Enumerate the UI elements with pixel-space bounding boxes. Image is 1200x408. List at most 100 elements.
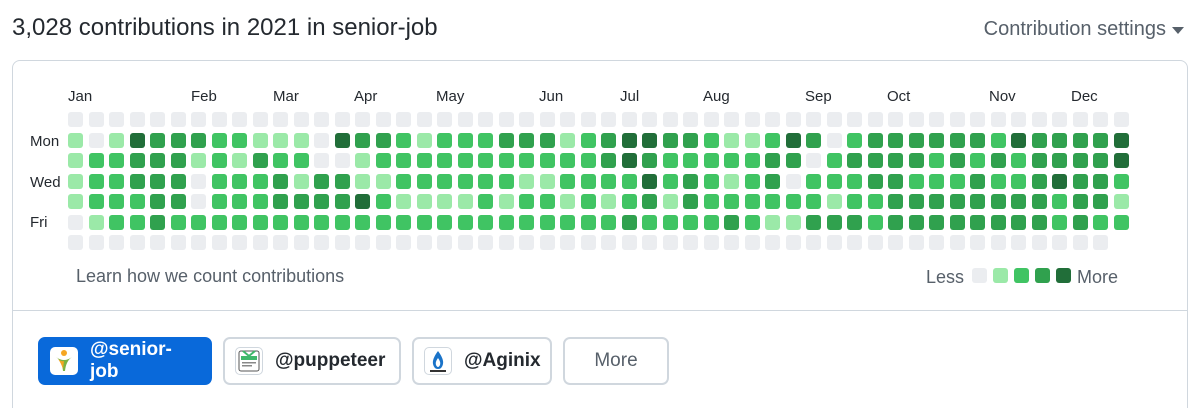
contribution-day-cell[interactable] bbox=[129, 214, 145, 230]
contribution-day-cell[interactable] bbox=[642, 132, 657, 148]
contribution-day-cell[interactable] bbox=[949, 153, 965, 168]
contribution-day-cell[interactable] bbox=[601, 235, 616, 250]
contribution-day-cell[interactable] bbox=[806, 194, 821, 209]
contribution-day-cell[interactable] bbox=[642, 112, 657, 127]
contribution-day-cell[interactable] bbox=[724, 153, 739, 168]
contribution-day-cell[interactable] bbox=[683, 214, 698, 230]
contribution-day-cell[interactable] bbox=[232, 132, 247, 148]
contribution-day-cell[interactable] bbox=[888, 235, 903, 250]
contribution-day-cell[interactable] bbox=[314, 132, 329, 148]
contribution-day-cell[interactable] bbox=[416, 132, 432, 148]
contribution-day-cell[interactable] bbox=[785, 214, 801, 230]
contribution-day-cell[interactable] bbox=[990, 153, 1006, 168]
contribution-day-cell[interactable] bbox=[170, 235, 186, 250]
contribution-day-cell[interactable] bbox=[478, 173, 493, 189]
contribution-day-cell[interactable] bbox=[642, 153, 657, 168]
contribution-day-cell[interactable] bbox=[498, 214, 514, 230]
contribution-day-cell[interactable] bbox=[416, 214, 432, 230]
contribution-day-cell[interactable] bbox=[662, 132, 678, 148]
contribution-day-cell[interactable] bbox=[1072, 173, 1088, 189]
contribution-day-cell[interactable] bbox=[498, 112, 514, 127]
more-orgs-button[interactable]: More bbox=[563, 337, 669, 385]
contribution-day-cell[interactable] bbox=[806, 112, 821, 127]
contribution-day-cell[interactable] bbox=[68, 194, 83, 209]
contribution-day-cell[interactable] bbox=[970, 132, 985, 148]
contribution-day-cell[interactable] bbox=[1031, 173, 1047, 189]
contribution-day-cell[interactable] bbox=[765, 173, 780, 189]
contribution-day-cell[interactable] bbox=[1072, 112, 1088, 127]
contribution-day-cell[interactable] bbox=[498, 194, 514, 209]
contribution-day-cell[interactable] bbox=[703, 235, 719, 250]
contribution-day-cell[interactable] bbox=[1031, 112, 1047, 127]
contribution-day-cell[interactable] bbox=[396, 153, 411, 168]
contribution-day-cell[interactable] bbox=[580, 132, 596, 148]
contribution-day-cell[interactable] bbox=[949, 112, 965, 127]
contribution-day-cell[interactable] bbox=[375, 235, 391, 250]
contribution-day-cell[interactable] bbox=[601, 173, 616, 189]
contribution-day-cell[interactable] bbox=[765, 214, 780, 230]
contribution-day-cell[interactable] bbox=[109, 214, 124, 230]
contribution-day-cell[interactable] bbox=[109, 112, 124, 127]
contribution-day-cell[interactable] bbox=[990, 214, 1006, 230]
contribution-day-cell[interactable] bbox=[1052, 173, 1067, 189]
contribution-day-cell[interactable] bbox=[580, 153, 596, 168]
contribution-day-cell[interactable] bbox=[273, 173, 288, 189]
contribution-day-cell[interactable] bbox=[355, 132, 370, 148]
contribution-day-cell[interactable] bbox=[703, 153, 719, 168]
contribution-day-cell[interactable] bbox=[1052, 235, 1067, 250]
contribution-day-cell[interactable] bbox=[1093, 153, 1108, 168]
contribution-day-cell[interactable] bbox=[867, 112, 883, 127]
contribution-day-cell[interactable] bbox=[683, 173, 698, 189]
contribution-day-cell[interactable] bbox=[88, 235, 104, 250]
contribution-day-cell[interactable] bbox=[211, 153, 227, 168]
contribution-day-cell[interactable] bbox=[847, 235, 862, 250]
contribution-day-cell[interactable] bbox=[191, 194, 206, 209]
contribution-day-cell[interactable] bbox=[744, 153, 760, 168]
contribution-day-cell[interactable] bbox=[68, 153, 83, 168]
contribution-day-cell[interactable] bbox=[621, 235, 637, 250]
contribution-day-cell[interactable] bbox=[560, 112, 575, 127]
contribution-day-cell[interactable] bbox=[560, 173, 575, 189]
contribution-day-cell[interactable] bbox=[765, 112, 780, 127]
contribution-day-cell[interactable] bbox=[580, 214, 596, 230]
contribution-day-cell[interactable] bbox=[662, 194, 678, 209]
contribution-day-cell[interactable] bbox=[68, 132, 83, 148]
contribution-day-cell[interactable] bbox=[1052, 214, 1067, 230]
contribution-day-cell[interactable] bbox=[970, 214, 985, 230]
contribution-day-cell[interactable] bbox=[211, 173, 227, 189]
contribution-day-cell[interactable] bbox=[785, 132, 801, 148]
contribution-day-cell[interactable] bbox=[621, 132, 637, 148]
contribution-day-cell[interactable] bbox=[642, 235, 657, 250]
contribution-day-cell[interactable] bbox=[1093, 112, 1108, 127]
contribution-day-cell[interactable] bbox=[888, 112, 903, 127]
contribution-day-cell[interactable] bbox=[806, 173, 821, 189]
contribution-day-cell[interactable] bbox=[1113, 112, 1129, 127]
contribution-day-cell[interactable] bbox=[293, 153, 309, 168]
contribution-day-cell[interactable] bbox=[1011, 132, 1026, 148]
contribution-day-cell[interactable] bbox=[703, 112, 719, 127]
contribution-day-cell[interactable] bbox=[375, 153, 391, 168]
contribution-day-cell[interactable] bbox=[498, 132, 514, 148]
contribution-day-cell[interactable] bbox=[888, 194, 903, 209]
contribution-day-cell[interactable] bbox=[191, 153, 206, 168]
contribution-day-cell[interactable] bbox=[867, 235, 883, 250]
contribution-day-cell[interactable] bbox=[457, 112, 473, 127]
contribution-day-cell[interactable] bbox=[396, 132, 411, 148]
contribution-day-cell[interactable] bbox=[437, 132, 452, 148]
contribution-day-cell[interactable] bbox=[908, 153, 924, 168]
contribution-day-cell[interactable] bbox=[1052, 153, 1067, 168]
contribution-day-cell[interactable] bbox=[416, 153, 432, 168]
contribution-day-cell[interactable] bbox=[929, 173, 944, 189]
contribution-day-cell[interactable] bbox=[703, 132, 719, 148]
contribution-day-cell[interactable] bbox=[970, 153, 985, 168]
contribution-day-cell[interactable] bbox=[273, 194, 288, 209]
contribution-day-cell[interactable] bbox=[826, 112, 842, 127]
contribution-day-cell[interactable] bbox=[785, 194, 801, 209]
contribution-day-cell[interactable] bbox=[908, 235, 924, 250]
contribution-day-cell[interactable] bbox=[375, 173, 391, 189]
contribution-day-cell[interactable] bbox=[519, 112, 534, 127]
contribution-day-cell[interactable] bbox=[478, 132, 493, 148]
contribution-day-cell[interactable] bbox=[990, 173, 1006, 189]
contribution-day-cell[interactable] bbox=[703, 194, 719, 209]
contribution-day-cell[interactable] bbox=[990, 112, 1006, 127]
